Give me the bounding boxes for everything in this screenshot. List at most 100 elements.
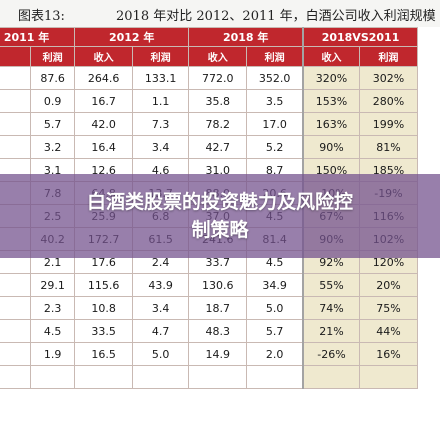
table-cell-clipped xyxy=(0,319,32,343)
table-cell: 16.5 xyxy=(74,342,134,366)
table-cell: 16% xyxy=(358,342,419,366)
table-cell-clipped xyxy=(0,112,32,136)
table-cell: 133.1 xyxy=(132,66,190,90)
table-cell: 3.2 xyxy=(30,135,76,159)
table-cell: 1.9 xyxy=(30,342,76,366)
table-row: 5.7 42.0 7.3 78.2 17.0 163% 199% xyxy=(0,112,419,136)
table-cell: 90% xyxy=(302,135,360,159)
table-cell: 5.7 xyxy=(30,112,76,136)
table-cell: 4.7 xyxy=(132,319,190,343)
table-row: 3.2 16.4 3.4 42.7 5.2 90% 81% xyxy=(0,135,419,159)
table-cell: 75% xyxy=(358,296,419,320)
table-cell: 163% xyxy=(302,112,360,136)
table-cell: 5.0 xyxy=(132,342,190,366)
table-cell-clipped xyxy=(0,296,32,320)
metric-header-cell: 收入 xyxy=(302,46,360,67)
table-row: 2.3 10.8 3.4 18.7 5.0 74% 75% xyxy=(0,296,419,320)
table-cell: 34.9 xyxy=(246,273,304,297)
table-cell: 115.6 xyxy=(74,273,134,297)
table-cell: 35.8 xyxy=(188,89,248,113)
article-title-line-1: 白酒类股票的投资魅力及风险控 xyxy=(86,191,353,213)
table-row: 0.9 16.7 1.1 35.8 3.5 153% 280% xyxy=(0,89,419,113)
metric-header-cell: 收入 xyxy=(188,46,248,67)
table-cell: -26% xyxy=(302,342,360,366)
table-cell: 3.4 xyxy=(132,135,190,159)
table-cell: 302% xyxy=(358,66,419,90)
table-cell xyxy=(188,365,248,389)
table-cell: 20% xyxy=(358,273,419,297)
table-cell: 33.5 xyxy=(74,319,134,343)
table-cell: 16.7 xyxy=(74,89,134,113)
table-cell: 5.7 xyxy=(246,319,304,343)
table-cell: 87.6 xyxy=(30,66,76,90)
table-cell: 29.1 xyxy=(30,273,76,297)
table-row: 87.6 264.6 133.1 772.0 352.0 320% 302% xyxy=(0,66,419,90)
table-row: 1.9 16.5 5.0 14.9 2.0 -26% 16% xyxy=(0,342,419,366)
table-cell: 14.9 xyxy=(188,342,248,366)
table-cell xyxy=(302,365,360,389)
table-cell: 7.3 xyxy=(132,112,190,136)
metric-header-row: 利润 收入 利润 收入 利润 收入 利润 xyxy=(0,46,419,67)
table-cell: 352.0 xyxy=(246,66,304,90)
table-cell-clipped xyxy=(0,66,32,90)
metric-header-cell: 利润 xyxy=(246,46,304,67)
table-cell: 5.0 xyxy=(246,296,304,320)
table-cell: 5.2 xyxy=(246,135,304,159)
table-cell: 42.7 xyxy=(188,135,248,159)
table-row: 4.5 33.5 4.7 48.3 5.7 21% 44% xyxy=(0,319,419,343)
table-cell: 320% xyxy=(302,66,360,90)
year-header-cell: 2011 年 xyxy=(0,27,76,47)
metric-header-cell: 收入 xyxy=(74,46,134,67)
table-cell: 42.0 xyxy=(74,112,134,136)
figure-number: 图表13: xyxy=(18,9,65,24)
table-cell: 3.4 xyxy=(132,296,190,320)
table-cell: 16.4 xyxy=(74,135,134,159)
table-cell: 280% xyxy=(358,89,419,113)
year-header-cell: 2018 年 xyxy=(188,27,304,47)
article-title-line-2: 制策略 xyxy=(191,219,249,241)
table-cell: 74% xyxy=(302,296,360,320)
table-cell: 21% xyxy=(302,319,360,343)
table-cell: 130.6 xyxy=(188,273,248,297)
table-cell: 18.7 xyxy=(188,296,248,320)
table-cell: 3.5 xyxy=(246,89,304,113)
table-cell: 2.3 xyxy=(30,296,76,320)
metric-header-cell: 利润 xyxy=(30,46,76,67)
table-cell: 55% xyxy=(302,273,360,297)
table-cell: 17.0 xyxy=(246,112,304,136)
table-cell: 10.8 xyxy=(74,296,134,320)
metric-header-cell: 利润 xyxy=(132,46,190,67)
year-header-cell: 2018VS2011 xyxy=(302,27,419,47)
table-cell: 199% xyxy=(358,112,419,136)
table-cell: 1.1 xyxy=(132,89,190,113)
table-row: 29.1 115.6 43.9 130.6 34.9 55% 20% xyxy=(0,273,419,297)
table-cell: 43.9 xyxy=(132,273,190,297)
table-cell xyxy=(132,365,190,389)
table-cell-clipped xyxy=(0,89,32,113)
table-cell: 4.5 xyxy=(30,319,76,343)
table-cell: 0.9 xyxy=(30,89,76,113)
year-header-cell: 2012 年 xyxy=(74,27,190,47)
table-cell-clipped xyxy=(0,273,32,297)
title-banner xyxy=(0,174,440,258)
metric-header-cell-blank xyxy=(0,46,32,67)
metric-header-cell: 利润 xyxy=(358,46,419,67)
year-header-row: 2011 年 2012 年 2018 年 2018VS2011 xyxy=(0,27,419,47)
table-cell-clipped xyxy=(0,135,32,159)
figure-title: 2018 年对比 2012、2011 年，白酒公司收入利润规模 xyxy=(116,9,436,24)
table-cell: 78.2 xyxy=(188,112,248,136)
table-row xyxy=(0,365,419,389)
table-cell: 772.0 xyxy=(188,66,248,90)
table-cell: 48.3 xyxy=(188,319,248,343)
table-cell xyxy=(358,365,419,389)
table-cell: 153% xyxy=(302,89,360,113)
table-cell: 81% xyxy=(358,135,419,159)
table-cell-clipped xyxy=(0,365,32,389)
table-cell: 2.0 xyxy=(246,342,304,366)
table-cell: 44% xyxy=(358,319,419,343)
table-cell xyxy=(246,365,304,389)
article-title: 白酒类股票的投资魅力及风险控 制策略 xyxy=(0,188,440,244)
table-cell xyxy=(74,365,134,389)
table-cell: 264.6 xyxy=(74,66,134,90)
